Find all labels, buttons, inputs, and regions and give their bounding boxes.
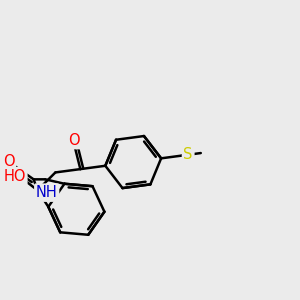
Text: S: S <box>184 147 193 162</box>
Text: NH: NH <box>36 185 58 200</box>
Text: O: O <box>3 154 14 169</box>
Text: HO: HO <box>3 169 26 184</box>
Text: O: O <box>68 133 80 148</box>
